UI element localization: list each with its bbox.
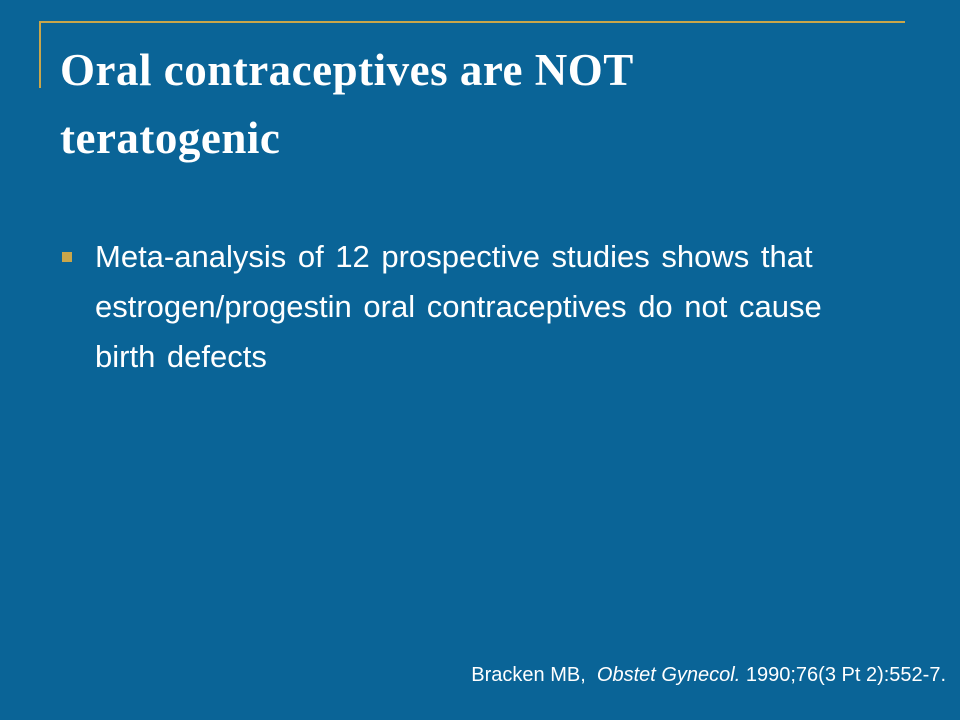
bullet-item: Meta-analysis of 12 prospective studies … xyxy=(62,232,825,382)
bullet-marker xyxy=(62,252,72,262)
citation: Bracken MB, Obstet Gynecol. 1990;76(3 Pt… xyxy=(471,664,946,687)
side-rule xyxy=(39,21,41,88)
slide-title: Oral contraceptives are NOT teratogenic xyxy=(60,45,633,163)
top-rule xyxy=(40,21,905,23)
bullet-text: Meta-analysis of 12 prospective studies … xyxy=(95,239,822,374)
citation-journal: Obstet Gynecol. xyxy=(596,664,741,686)
bullet-list: Meta-analysis of 12 prospective studies … xyxy=(62,232,825,382)
citation-authors: Bracken MB, xyxy=(471,664,586,686)
citation-details: 1990;76(3 Pt 2):552-7. xyxy=(745,664,946,686)
